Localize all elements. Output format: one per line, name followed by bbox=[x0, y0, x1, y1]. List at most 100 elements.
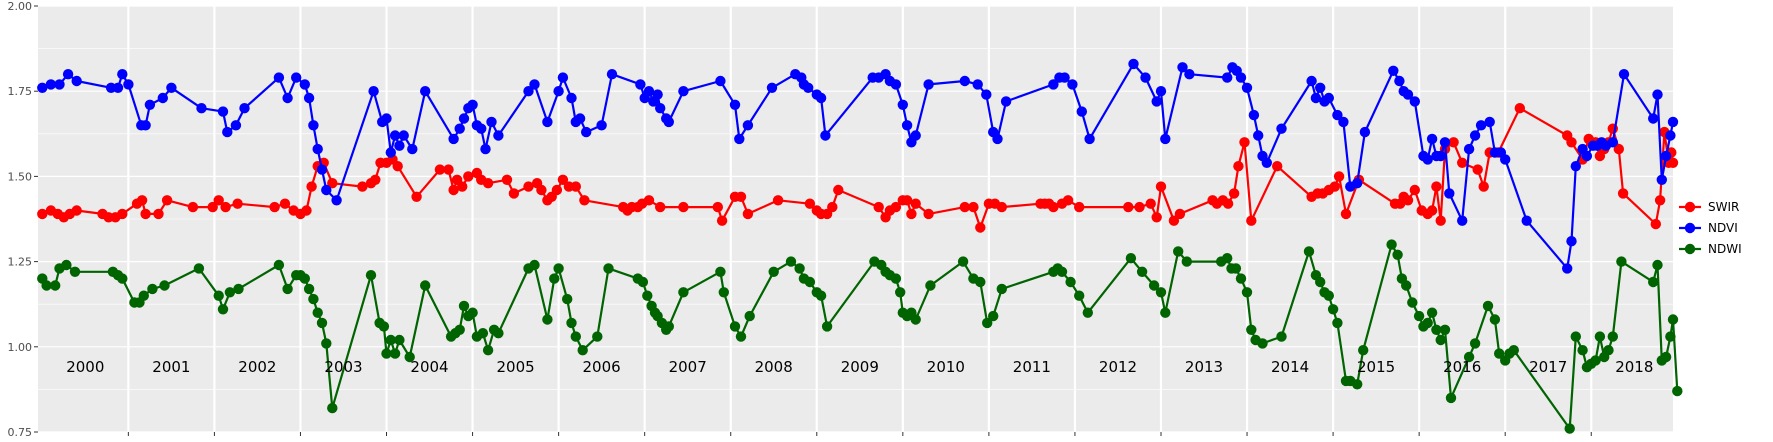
data-point-ndwi bbox=[910, 314, 921, 325]
data-point-ndvi bbox=[1306, 75, 1317, 87]
year-label: 2001 bbox=[152, 358, 190, 376]
data-point-swir bbox=[1272, 161, 1283, 172]
data-point-ndvi bbox=[316, 164, 328, 175]
data-point-ndwi bbox=[299, 273, 310, 284]
data-point-ndvi bbox=[1444, 188, 1455, 199]
data-point-swir bbox=[716, 215, 728, 226]
data-point-ndwi bbox=[41, 280, 52, 291]
data-point-swir bbox=[1514, 103, 1526, 114]
data-point-ndvi bbox=[398, 130, 409, 141]
data-point-ndwi bbox=[562, 293, 573, 305]
year-label: 2008 bbox=[755, 358, 793, 376]
data-point-ndwi bbox=[715, 266, 726, 277]
data-point-ndwi bbox=[744, 310, 755, 322]
data-point-swir bbox=[220, 201, 231, 213]
data-point-swir bbox=[392, 161, 403, 172]
data-point-ndwi bbox=[1082, 307, 1094, 318]
data-point-ndwi bbox=[663, 321, 674, 332]
data-point-swir bbox=[570, 181, 581, 192]
data-point-swir bbox=[306, 181, 317, 192]
data-point-ndwi bbox=[1570, 331, 1582, 342]
data-point-ndvi bbox=[1140, 72, 1151, 83]
data-point-ndvi bbox=[678, 86, 689, 97]
data-point-swir bbox=[901, 195, 913, 206]
data-point-ndvi bbox=[394, 140, 405, 151]
data-point-ndvi bbox=[923, 79, 934, 90]
data-point-ndwi bbox=[420, 280, 431, 291]
data-point-ndvi bbox=[1276, 123, 1287, 134]
year-label: 2013 bbox=[1185, 358, 1223, 376]
data-point-swir bbox=[463, 171, 474, 182]
data-point-ndwi bbox=[321, 338, 332, 349]
data-point-swir bbox=[975, 222, 986, 233]
data-point-swir bbox=[557, 174, 569, 185]
data-point-swir bbox=[1617, 188, 1629, 199]
data-point-ndvi bbox=[467, 99, 478, 111]
data-point-swir bbox=[996, 201, 1007, 213]
data-point-swir bbox=[923, 208, 934, 220]
data-point-swir bbox=[1457, 157, 1468, 168]
data-point-ndvi bbox=[1048, 79, 1059, 90]
data-point-ndvi bbox=[385, 147, 396, 158]
data-point-ndvi bbox=[303, 92, 315, 104]
data-point-ndvi bbox=[1323, 92, 1335, 104]
data-point-ndvi bbox=[273, 72, 285, 83]
y-tick-label: 1.75 bbox=[8, 85, 33, 98]
legend-label: SWIR bbox=[1708, 200, 1739, 214]
legend-key-point bbox=[1684, 243, 1696, 255]
x-axis bbox=[127, 432, 1592, 436]
data-point-swir bbox=[1168, 215, 1180, 226]
data-point-ndvi bbox=[1439, 137, 1451, 148]
data-point-swir bbox=[678, 201, 689, 213]
data-point-swir bbox=[457, 181, 468, 192]
data-point-ndwi bbox=[1426, 307, 1438, 318]
data-point-ndwi bbox=[193, 263, 205, 274]
data-point-swir bbox=[827, 201, 838, 213]
data-point-ndwi bbox=[1230, 263, 1242, 274]
data-point-ndvi bbox=[1581, 150, 1593, 162]
data-point-ndvi bbox=[1000, 96, 1012, 107]
year-label: 2018 bbox=[1615, 358, 1653, 376]
data-point-ndwi bbox=[603, 263, 614, 274]
data-point-ndvi bbox=[239, 103, 250, 114]
data-point-swir bbox=[1233, 161, 1244, 172]
data-point-swir bbox=[959, 201, 970, 213]
data-point-ndvi bbox=[553, 86, 564, 97]
data-point-ndvi bbox=[1160, 133, 1171, 145]
data-point-swir bbox=[1333, 171, 1345, 182]
data-point-ndwi bbox=[1136, 266, 1148, 277]
data-point-ndvi bbox=[1253, 130, 1264, 141]
data-point-ndwi bbox=[542, 314, 553, 325]
data-point-ndwi bbox=[1392, 249, 1403, 260]
data-point-ndwi bbox=[404, 351, 415, 363]
data-point-ndwi bbox=[50, 280, 61, 291]
data-point-ndwi bbox=[303, 283, 315, 295]
data-point-ndvi bbox=[1151, 96, 1162, 107]
data-point-ndvi bbox=[112, 82, 124, 94]
data-point-swir bbox=[1134, 201, 1145, 213]
data-point-swir bbox=[643, 195, 655, 206]
data-point-swir bbox=[136, 195, 148, 206]
data-point-ndvi bbox=[1422, 154, 1433, 165]
data-point-ndvi bbox=[1607, 137, 1619, 148]
data-point-swir bbox=[1246, 215, 1257, 226]
year-label: 2017 bbox=[1529, 358, 1567, 376]
data-point-swir bbox=[434, 164, 446, 175]
data-point-ndwi bbox=[1181, 256, 1193, 267]
data-point-ndvi bbox=[897, 99, 908, 111]
data-point-swir bbox=[655, 201, 666, 213]
data-point-ndvi bbox=[1656, 174, 1668, 185]
data-point-ndwi bbox=[1222, 253, 1233, 264]
data-point-ndwi bbox=[890, 273, 902, 284]
data-point-ndwi bbox=[678, 287, 689, 298]
data-point-swir bbox=[1448, 137, 1459, 148]
data-point-ndwi bbox=[1616, 256, 1627, 267]
data-point-ndwi bbox=[1074, 290, 1085, 301]
data-point-ndwi bbox=[1303, 246, 1315, 257]
data-point-ndwi bbox=[1590, 355, 1601, 366]
data-point-ndvi bbox=[144, 99, 156, 111]
data-point-ndvi bbox=[1059, 72, 1070, 83]
data-point-ndwi bbox=[233, 283, 244, 295]
data-point-ndvi bbox=[1352, 178, 1363, 189]
data-point-ndvi bbox=[1648, 113, 1659, 124]
